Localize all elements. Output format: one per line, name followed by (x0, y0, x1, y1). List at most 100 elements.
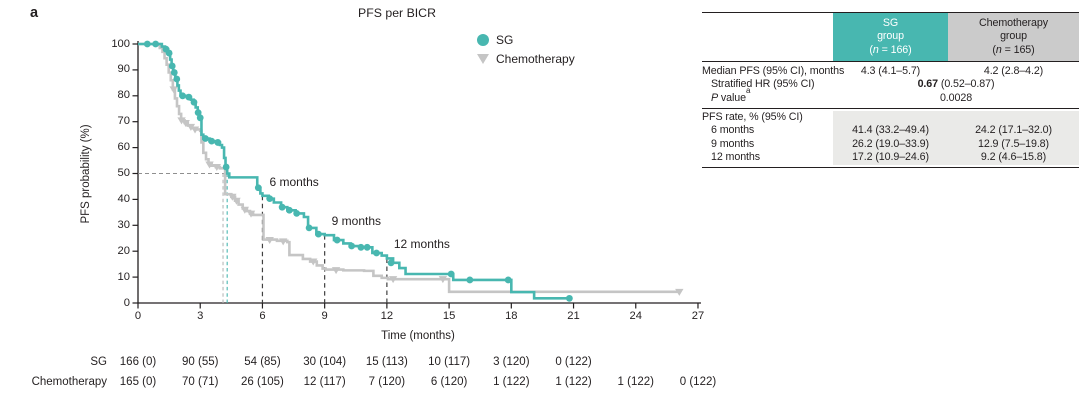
chemotherapy-censor-mark (675, 288, 684, 296)
y-tick-label: 80 (117, 89, 130, 102)
sg-censor-mark (363, 243, 371, 251)
sg-censor-mark (143, 40, 151, 48)
chemotherapy-censor-mark (438, 276, 448, 284)
p-value-row: P valuea 0.0028 (702, 86, 1079, 106)
risk-count: 1 (122) (493, 375, 530, 388)
chemotherapy-censor-mark (265, 237, 274, 245)
sg-header-line1: SG (882, 16, 899, 29)
risk-count: 10 (117) (428, 356, 471, 368)
sg-censor-mark (170, 69, 178, 76)
risk-count: 3 (120) (493, 356, 530, 368)
risk-count: 0 (122) (679, 375, 717, 388)
risk-count: 6 (120) (430, 375, 468, 388)
stratified-hr-row: Stratified HR (95% CI) 0.67 (0.52–0.87) (702, 78, 1079, 92)
sg-censor-mark (348, 242, 356, 250)
x-tick-label: 18 (505, 310, 518, 322)
chemotherapy-censor-mark (309, 258, 318, 266)
chemotherapy-censor-mark (181, 120, 190, 127)
y-tick-label: 40 (117, 192, 130, 205)
landmark-annotation: 9 months (331, 214, 382, 229)
sg-column-header: SG group (n = 166) (833, 13, 948, 62)
x-tick-label: 15 (442, 310, 456, 322)
y-axis-title: PFS probability (%) (80, 124, 92, 224)
rate-6-months-row: 6 months 41.4 (33.2–49.4) 24.2 (17.1–32.… (702, 124, 1079, 138)
x-tick-label: 24 (629, 310, 642, 322)
chemotherapy-censor-mark (388, 276, 398, 284)
chemo-header-line2: group (1000, 30, 1027, 43)
chemotherapy-censor-mark (205, 161, 214, 169)
landmark-annotation: 12 months (393, 237, 450, 252)
x-tick-label: 12 (380, 310, 394, 322)
x-axis-title: Time (months) (381, 330, 455, 342)
sg-censor-mark (466, 276, 474, 284)
legend-row-sg: SG (477, 30, 575, 49)
sg-censor-mark (152, 40, 160, 48)
risk-count: 12 (117) (303, 375, 346, 388)
sg-censor-mark (357, 243, 365, 251)
p-value: 0.0028 (939, 91, 973, 104)
median-pfs-chemo-value: 4.2 (2.8–4.2) (983, 64, 1044, 77)
sg-censor-mark (315, 230, 322, 238)
rate-9-months-row: 9 months 26.2 (19.0–33.9) 12.9 (7.5–19.8… (702, 137, 1079, 152)
chemotherapy-censor-mark (190, 126, 200, 134)
y-tick-label: 50 (117, 167, 130, 179)
sg-censor-mark (254, 184, 262, 192)
sg-censor-mark (278, 203, 286, 211)
risk-count: 0 (122) (555, 356, 592, 368)
rate-12-months-label: 12 months (711, 151, 761, 164)
risk-count: 15 (113) (365, 356, 408, 368)
pfs-rate-header-chemo-cell (948, 110, 1079, 125)
sg-censor-mark (185, 93, 193, 101)
chemo-header-line1: Chemotherapy (979, 16, 1048, 29)
p-value-label: P valuea (711, 86, 751, 104)
sg-censor-mark (208, 137, 216, 145)
risk-count: 90 (55) (182, 356, 219, 368)
sg-censor-mark (173, 75, 181, 83)
chemo-header-n: (n = 165) (992, 43, 1035, 56)
chemotherapy-censor-mark (169, 86, 178, 94)
y-tick-label: 100 (111, 37, 130, 50)
sg-legend-label: SG (496, 32, 514, 47)
pfs-rate-header-label: PFS rate, % (95% CI) (702, 110, 803, 123)
chemotherapy-censor-mark (246, 210, 256, 218)
chemotherapy-censor-mark (240, 206, 250, 214)
sg-censor-mark (214, 139, 222, 146)
risk-count: 54 (85) (244, 356, 281, 368)
risk-count: 26 (105) (241, 375, 284, 388)
rate-9-months-label: 9 months (711, 137, 755, 150)
risk-count: 70 (71) (182, 375, 219, 388)
plot-axes (137, 41, 701, 304)
sg-censor-mark (179, 92, 186, 100)
chemotherapy-censor-mark (331, 267, 341, 275)
summary-table: SG group (n = 166) Chemotherapy group (n… (702, 12, 1079, 168)
panel-label: a (30, 5, 39, 21)
legend: SG Chemotherapy (477, 30, 575, 68)
sg-curve (138, 42, 572, 300)
sg-censor-mark (387, 259, 395, 267)
risk-row-label: Chemotherapy (31, 375, 107, 388)
y-tick-label: 30 (117, 218, 130, 231)
y-tick-label: 70 (117, 115, 130, 128)
stratified-hr-label: Stratified HR (95% CI) (711, 78, 815, 91)
y-tick-label: 0 (123, 296, 130, 309)
chemotherapy-triangle-marker-icon (477, 53, 489, 64)
sg-header-line2: group (877, 30, 904, 43)
pfs-rate-section: PFS rate, % (95% CI) 6 months 41.4 (33.2… (702, 107, 1079, 168)
summary-table-top-section: Median PFS (95% CI), months 4.3 (4.1–5.7… (702, 61, 1079, 107)
sg-censor-mark (565, 294, 573, 302)
sg-censor-mark (202, 135, 209, 142)
sg-censor-mark (447, 270, 455, 278)
stratified-hr-value: 0.67 (0.52–0.87) (917, 78, 995, 91)
x-tick-label: 6 (259, 310, 266, 322)
chemotherapy-censor-mark (186, 123, 196, 131)
rate-6-months-label: 6 months (711, 124, 755, 137)
chart-title: PFS per BICR (358, 6, 436, 20)
x-tick-label: 27 (691, 310, 705, 322)
rate-12-months-sg-value: 17.2 (10.9–24.6) (833, 151, 948, 165)
rate-12-months-row: 12 months 17.2 (10.9–24.6) 9.2 (4.6–15.8… (702, 151, 1079, 165)
sg-censor-mark (305, 224, 313, 232)
risk-count: 30 (104) (303, 356, 347, 368)
sg-censor-mark (333, 236, 341, 244)
